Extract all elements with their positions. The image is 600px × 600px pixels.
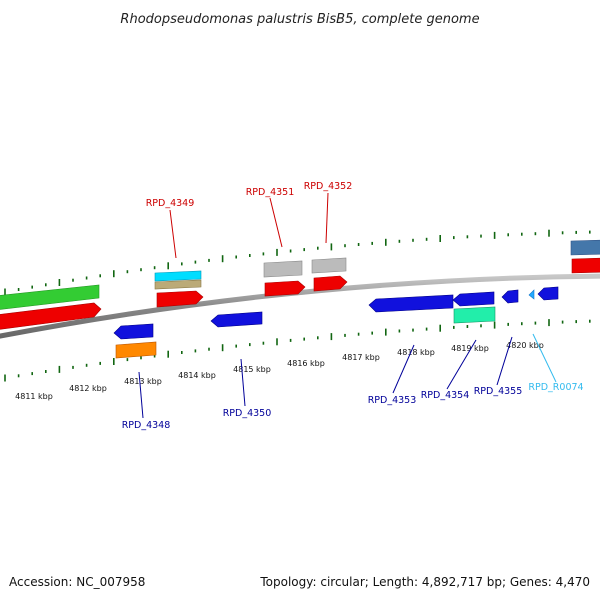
topology-summary-text: Topology: circular; Length: 4,892,717 bp… — [259, 575, 590, 589]
inner-tick-row — [4, 319, 591, 382]
gene-arrow-green[interactable] — [0, 284, 100, 310]
kbp-label: 4812 kbp — [69, 384, 107, 393]
kbp-label: 4818 kbp — [397, 348, 435, 357]
kbp-label: 4816 kbp — [287, 359, 325, 368]
gene-label-rpd-4351[interactable]: RPD_4351 — [246, 187, 295, 198]
gene-labels: RPD_4349 RPD_4351 RPD_4352 RPD_4348 RPD_… — [122, 181, 584, 431]
leader-4352 — [325, 192, 329, 244]
kbp-label: 4813 kbp — [124, 377, 162, 386]
leader-4355 — [496, 336, 513, 386]
forward-features — [0, 239, 600, 330]
gene-arrow-gray-4351[interactable] — [263, 260, 303, 278]
accession-text: Accession: NC_007958 — [9, 575, 145, 589]
gene-arrow-red-4352[interactable] — [313, 275, 348, 292]
gene-label-rpd-4349[interactable]: RPD_4349 — [146, 198, 195, 209]
gene-arrow-orange[interactable] — [115, 341, 157, 359]
gene-label-rpd-4350[interactable]: RPD_4350 — [223, 408, 272, 419]
gene-label-rpd-4353[interactable]: RPD_4353 — [368, 395, 417, 406]
gene-arrow-red[interactable] — [0, 302, 102, 330]
leader-4350 — [240, 358, 246, 407]
reverse-features — [113, 286, 559, 359]
gene-label-rpd-4354[interactable]: RPD_4354 — [421, 390, 470, 401]
gene-label-rpd-4348[interactable]: RPD_4348 — [122, 420, 171, 431]
leader-4353 — [392, 344, 415, 394]
gene-arrow-blue-4350[interactable] — [210, 311, 263, 328]
rna-arrow-r0074[interactable] — [528, 289, 535, 300]
gene-arrow-tan[interactable] — [154, 279, 202, 290]
gene-arrow-red-4349[interactable] — [156, 290, 204, 308]
leader-4349 — [169, 209, 177, 259]
kbp-scale-labels: 4811 kbp 4812 kbp 4813 kbp 4814 kbp 4815… — [15, 341, 544, 401]
leader-4354 — [446, 339, 477, 390]
kbp-label: 4817 kbp — [342, 353, 380, 362]
gene-arrow-blue-4348[interactable] — [113, 323, 154, 340]
gene-label-rpd-4355[interactable]: RPD_4355 — [474, 386, 523, 397]
gene-arrow-gray-4352[interactable] — [311, 257, 347, 274]
label-leaders — [138, 192, 557, 419]
gene-label-rpd-r0074[interactable]: RPD_R0074 — [528, 382, 583, 393]
genome-backbone — [0, 273, 600, 339]
kbp-label: 4815 kbp — [233, 365, 271, 374]
gene-arrow-cyan[interactable] — [154, 270, 202, 282]
gene-arrow-blue-4355[interactable] — [501, 289, 519, 304]
gene-arrow-blue-right[interactable] — [537, 286, 559, 301]
gene-arrow-blue-4353[interactable] — [368, 294, 454, 313]
outer-tick-row — [4, 229, 591, 296]
map-title: Rhodopseudomonas palustris BisB5, comple… — [120, 12, 479, 27]
gene-arrow-teal-4354[interactable] — [453, 306, 496, 324]
gene-arrow-blue-4354a[interactable] — [452, 291, 495, 307]
kbp-label: 4814 kbp — [178, 371, 216, 380]
leader-r0074 — [532, 333, 557, 383]
gene-arrow-red-4351[interactable] — [264, 280, 306, 297]
kbp-label: 4819 kbp — [451, 344, 489, 353]
kbp-label: 4811 kbp — [15, 392, 53, 401]
leader-4351 — [269, 197, 283, 248]
kbp-label: 4820 kbp — [506, 341, 544, 350]
leader-4348 — [138, 371, 144, 419]
gene-arrow-steel[interactable] — [570, 239, 600, 256]
gene-arrow-red-right[interactable] — [571, 257, 600, 274]
gene-label-rpd-4352[interactable]: RPD_4352 — [304, 181, 353, 192]
